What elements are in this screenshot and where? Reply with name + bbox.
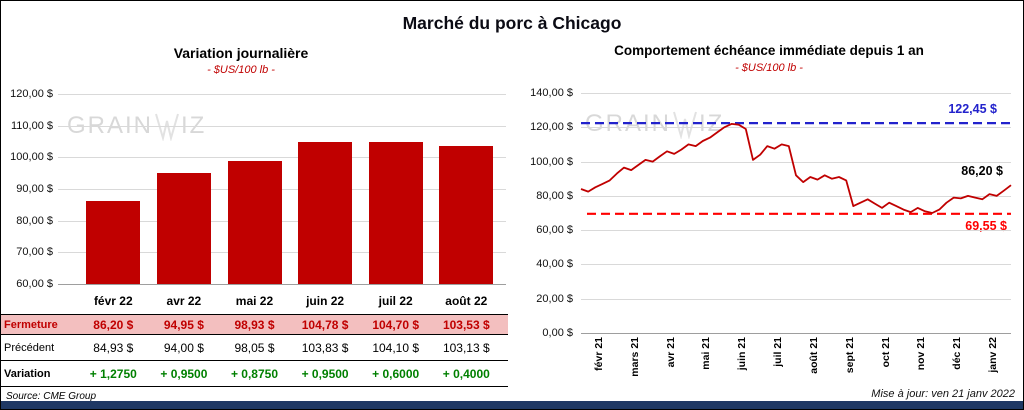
y-tick-label: 120,00 $ — [10, 88, 53, 100]
y-tick-label: 40,00 $ — [536, 258, 573, 271]
row-label: Précédent — [4, 342, 55, 354]
grid-line — [581, 298, 1011, 300]
table-cell: 103,53 $ — [442, 317, 490, 332]
bar — [86, 201, 141, 284]
line-chart-title: Comportement échéance immédiate depuis 1… — [614, 43, 924, 58]
bar — [227, 160, 282, 284]
page-title: Marché du porc à Chicago — [402, 13, 622, 33]
x-tick-label: mai 22 — [235, 294, 274, 308]
y-tick-label: 140,00 $ — [530, 87, 573, 99]
source-note: Source: CME Group — [6, 391, 97, 402]
y-tick-label: 120,00 $ — [530, 121, 573, 134]
updated-note: Mise à jour: ven 21 janv 2022 — [871, 388, 1015, 400]
table-cell: 104,10 $ — [372, 341, 420, 355]
table-cell: 98,05 $ — [234, 341, 275, 355]
x-tick-label: févr 21 — [592, 337, 605, 371]
watermark-text-grain: GRAIN — [67, 112, 154, 139]
y-tick-label: 90,00 $ — [16, 183, 53, 195]
x-tick-label: juin 22 — [306, 294, 345, 308]
grid-line — [58, 284, 506, 285]
row-label: Variation — [4, 367, 51, 380]
grid-line — [58, 252, 506, 254]
y-tick-label: 80,00 $ — [16, 214, 53, 227]
last-price-label: 86,20 $ — [961, 164, 1003, 178]
bar-chart-subtitle: - $US/100 lb - — [207, 64, 275, 76]
table-cell: 94,00 $ — [163, 341, 204, 355]
table-cell: 94,95 $ — [163, 317, 204, 332]
table-cell: + 0,9500 — [301, 366, 349, 381]
price-line-chart — [580, 122, 1012, 215]
table-cell: 104,70 $ — [372, 317, 420, 332]
x-tick-label: août 22 — [445, 294, 488, 308]
grid-line — [581, 161, 1011, 163]
table-row: Fermeture 86,20 $ 94,95 $ 98,93 $ 104,78 $ 10… — [1, 314, 508, 335]
grainwiz-zigzag-icon — [155, 113, 179, 141]
bar — [368, 142, 423, 284]
grainwiz-watermark: GRAIN IZ — [67, 111, 206, 141]
table-cell: + 1,2750 — [89, 366, 137, 381]
y-tick-label: 80,00 $ — [536, 189, 573, 202]
x-tick-label: août 21 — [807, 337, 820, 374]
x-tick-label: févr 22 — [93, 294, 133, 308]
table-cell: + 0,9500 — [160, 366, 208, 381]
grid-line — [581, 333, 1011, 334]
grid-line — [581, 230, 1011, 232]
bar — [439, 146, 494, 284]
grid-line — [58, 189, 506, 190]
row-label: Fermeture — [4, 318, 58, 331]
table-cell: + 0,4000 — [442, 366, 490, 381]
table-cell: 104,78 $ — [301, 317, 349, 332]
y-tick-label: 60,00 $ — [16, 278, 53, 290]
y-tick-label: 100,00 $ — [530, 155, 573, 168]
x-tick-label: juin 21 — [736, 337, 749, 371]
grid-line — [581, 93, 1011, 94]
table-cell: 86,20 $ — [93, 317, 134, 332]
x-tick-label: avr 22 — [166, 294, 202, 308]
bar — [156, 173, 211, 284]
watermark-text-iz: IZ — [181, 112, 207, 139]
grid-line — [58, 220, 506, 222]
x-tick-label: sept 21 — [843, 337, 856, 374]
x-tick-label: nov 21 — [915, 337, 928, 371]
line-chart-subtitle: - $US/100 lb - — [735, 62, 803, 74]
bar-chart-title: Variation journalière — [173, 45, 309, 61]
grid-line — [581, 127, 1011, 129]
x-tick-label: avr 21 — [664, 337, 677, 368]
table-cell: 103,83 $ — [301, 341, 349, 355]
y-tick-label: 20,00 $ — [536, 292, 573, 305]
table-row: Variation + 1,2750 + 0,9500 + 0,8750 + 0,950… — [1, 360, 508, 387]
x-tick-label: juil 21 — [772, 337, 785, 367]
table-cell: 103,13 $ — [442, 341, 490, 355]
grid-line — [58, 125, 506, 127]
price-series-line — [580, 122, 1012, 214]
table-cell: 84,93 $ — [93, 341, 134, 355]
x-tick-label: janv 22 — [987, 337, 1000, 373]
x-tick-label: déc 21 — [951, 337, 964, 370]
x-tick-label: oct 21 — [879, 337, 892, 368]
low-line-label: 69,55 $ — [965, 219, 1007, 233]
table-cell: + 0,8750 — [230, 366, 278, 381]
y-tick-label: 70,00 $ — [16, 246, 53, 259]
y-tick-label: 60,00 $ — [536, 224, 573, 237]
grid-line — [58, 157, 506, 159]
high-line-label: 122,45 $ — [948, 102, 997, 116]
y-tick-label: 0,00 $ — [542, 327, 573, 339]
x-tick-label: juil 22 — [378, 294, 413, 308]
grid-line — [581, 264, 1011, 266]
grid-line — [581, 195, 1011, 197]
grid-line — [58, 94, 506, 95]
table-row: Précédent 84,93 $ 94,00 $ 98,05 $ 103,83 $ 10… — [1, 336, 508, 360]
y-tick-label: 100,00 $ — [10, 151, 53, 164]
bar — [298, 142, 353, 284]
x-tick-label: mai 21 — [700, 337, 713, 370]
bottom-accent-bar — [1, 401, 1023, 409]
y-tick-label: 110,00 $ — [10, 119, 53, 132]
table-cell: 98,93 $ — [234, 317, 275, 332]
table-cell: + 0,6000 — [372, 366, 420, 381]
x-tick-label: mars 21 — [628, 337, 641, 377]
